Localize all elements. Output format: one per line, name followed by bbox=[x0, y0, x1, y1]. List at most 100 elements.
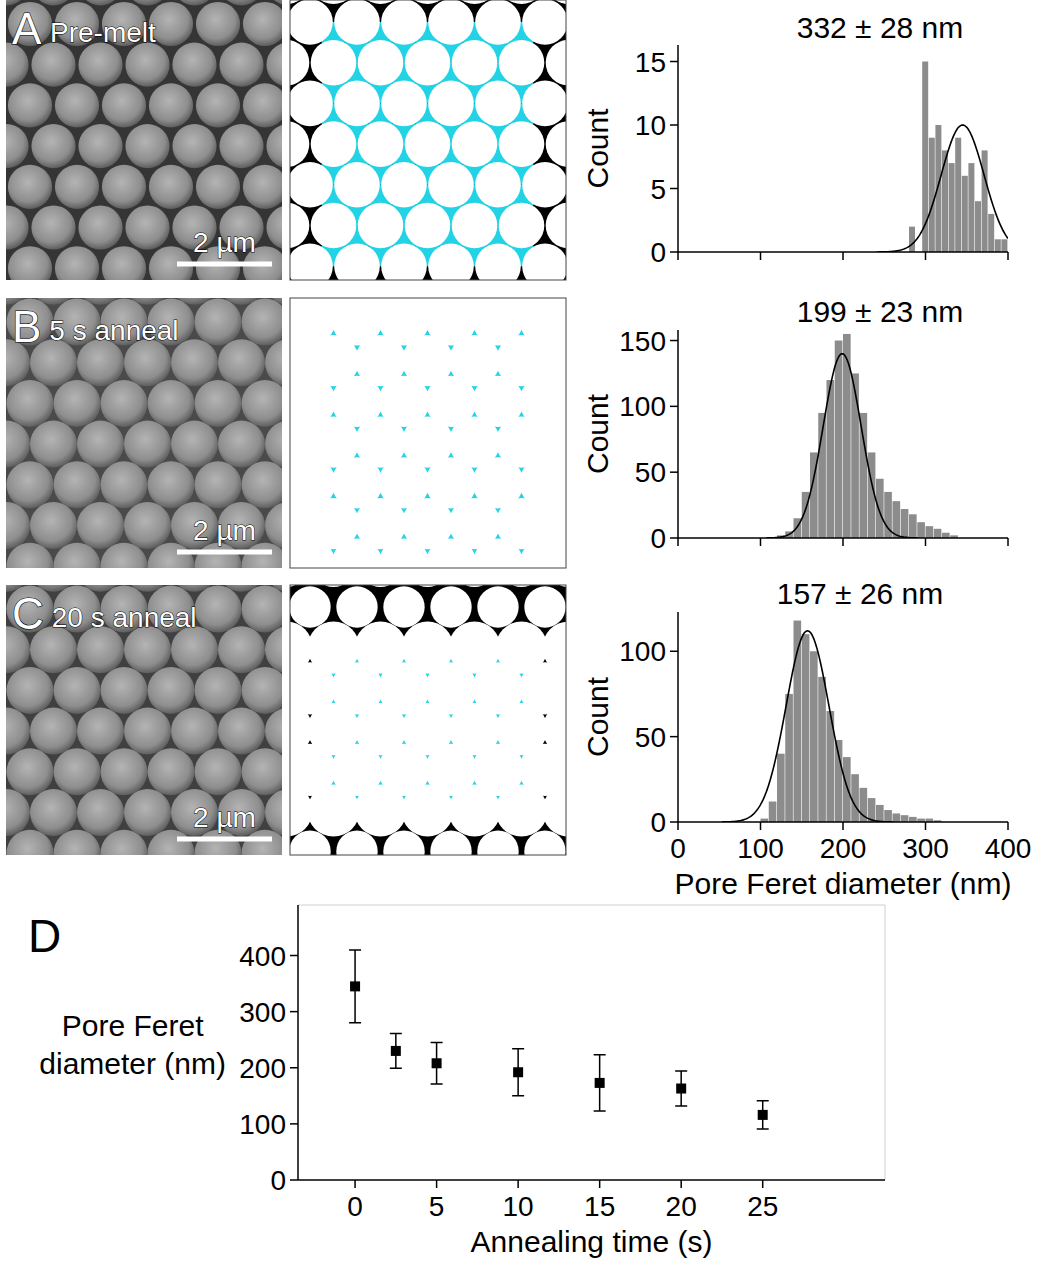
sphere bbox=[125, 43, 169, 87]
x-tick-label: 100 bbox=[737, 833, 784, 864]
sphere bbox=[125, 205, 169, 249]
histogram-bar bbox=[769, 802, 777, 822]
sphere bbox=[101, 461, 148, 508]
x-tick bbox=[677, 822, 679, 830]
histogram-bar bbox=[876, 479, 884, 538]
particle bbox=[358, 203, 404, 249]
y-tick-label: 200 bbox=[239, 1053, 286, 1084]
panel-caption: 20 s anneal bbox=[52, 602, 197, 633]
binarized-image bbox=[290, 585, 566, 855]
sphere bbox=[195, 830, 242, 855]
particle bbox=[381, 0, 427, 45]
x-tick bbox=[925, 822, 927, 830]
binarized-background bbox=[290, 298, 566, 568]
histogram-bar bbox=[843, 757, 851, 822]
panel-letter: C bbox=[12, 589, 44, 638]
histogram-bar bbox=[995, 239, 1001, 252]
x-axis-title: Pore Feret diameter (nm) bbox=[675, 867, 1012, 900]
sphere bbox=[171, 708, 218, 755]
binarized-image bbox=[290, 298, 566, 568]
y-tick-label: 0 bbox=[650, 807, 666, 838]
particle bbox=[290, 121, 309, 167]
sphere bbox=[6, 543, 7, 568]
x-tick bbox=[760, 822, 762, 830]
panel-caption: 5 s anneal bbox=[49, 315, 178, 346]
panel-letter: D bbox=[28, 910, 61, 962]
sphere bbox=[124, 789, 171, 836]
x-tick bbox=[677, 538, 679, 546]
histogram-plot bbox=[722, 621, 942, 822]
particle bbox=[383, 831, 424, 855]
histogram-bar bbox=[860, 413, 868, 538]
particle bbox=[524, 831, 565, 855]
histogram-plot bbox=[766, 334, 958, 538]
particle bbox=[405, 121, 451, 167]
image-border bbox=[290, 585, 566, 855]
x-tick bbox=[842, 822, 844, 830]
sem-background bbox=[6, 585, 282, 855]
y-axis-title-line: diameter (nm) bbox=[39, 1047, 226, 1080]
sphere bbox=[54, 461, 101, 508]
x-tick-label: 5 bbox=[429, 1191, 445, 1222]
histogram-bar bbox=[901, 509, 909, 538]
scale-bar bbox=[177, 550, 272, 555]
sphere bbox=[171, 339, 218, 386]
sphere bbox=[6, 830, 7, 855]
sphere bbox=[218, 421, 265, 468]
x-tick-label: 15 bbox=[584, 1191, 615, 1222]
particle bbox=[311, 203, 357, 249]
y-tick-label: 0 bbox=[270, 1165, 286, 1196]
y-axis bbox=[677, 612, 679, 822]
particle bbox=[475, 162, 521, 208]
histogram-bar bbox=[810, 651, 818, 822]
particle bbox=[334, 243, 380, 280]
particle bbox=[354, 784, 406, 836]
histogram-bar bbox=[917, 522, 925, 538]
sphere bbox=[242, 748, 283, 795]
sphere bbox=[54, 380, 101, 427]
particle bbox=[290, 40, 309, 86]
sphere bbox=[266, 205, 282, 249]
x-axis-title: Annealing time (s) bbox=[471, 1225, 713, 1258]
histogram-bar bbox=[851, 774, 859, 822]
x-tick bbox=[599, 1180, 601, 1188]
data-point bbox=[432, 1058, 442, 1068]
sphere bbox=[196, 2, 240, 46]
sphere bbox=[6, 502, 30, 549]
sphere bbox=[6, 667, 7, 714]
y-tick bbox=[670, 537, 678, 539]
sphere bbox=[54, 748, 101, 795]
histogram-bar bbox=[988, 214, 994, 252]
x-tick bbox=[925, 538, 927, 546]
y-axis-title: Count bbox=[581, 393, 614, 474]
y-tick-label: 5 bbox=[650, 174, 666, 205]
sphere bbox=[148, 380, 195, 427]
sphere bbox=[266, 124, 282, 168]
particle bbox=[381, 81, 427, 127]
sphere bbox=[243, 165, 282, 209]
sphere bbox=[6, 299, 7, 346]
histogram-bar bbox=[909, 227, 915, 252]
sphere bbox=[124, 339, 171, 386]
sphere bbox=[6, 789, 30, 836]
particle bbox=[477, 831, 518, 855]
y-tick bbox=[670, 406, 678, 408]
sphere bbox=[31, 124, 75, 168]
y-tick bbox=[670, 124, 678, 126]
histogram-bar bbox=[909, 514, 917, 538]
sphere bbox=[55, 83, 99, 127]
particle bbox=[428, 0, 474, 45]
sphere bbox=[195, 748, 242, 795]
scale-bar bbox=[177, 262, 272, 267]
sphere bbox=[6, 461, 7, 508]
sphere bbox=[101, 748, 148, 795]
x-tick bbox=[760, 252, 762, 260]
frame-top bbox=[298, 905, 885, 906]
data-point bbox=[676, 1084, 686, 1094]
y-tick-label: 100 bbox=[239, 1109, 286, 1140]
particle bbox=[290, 162, 333, 208]
particle bbox=[336, 586, 377, 627]
particle bbox=[524, 586, 565, 627]
sphere bbox=[195, 299, 242, 346]
binarized-background bbox=[290, 585, 566, 855]
